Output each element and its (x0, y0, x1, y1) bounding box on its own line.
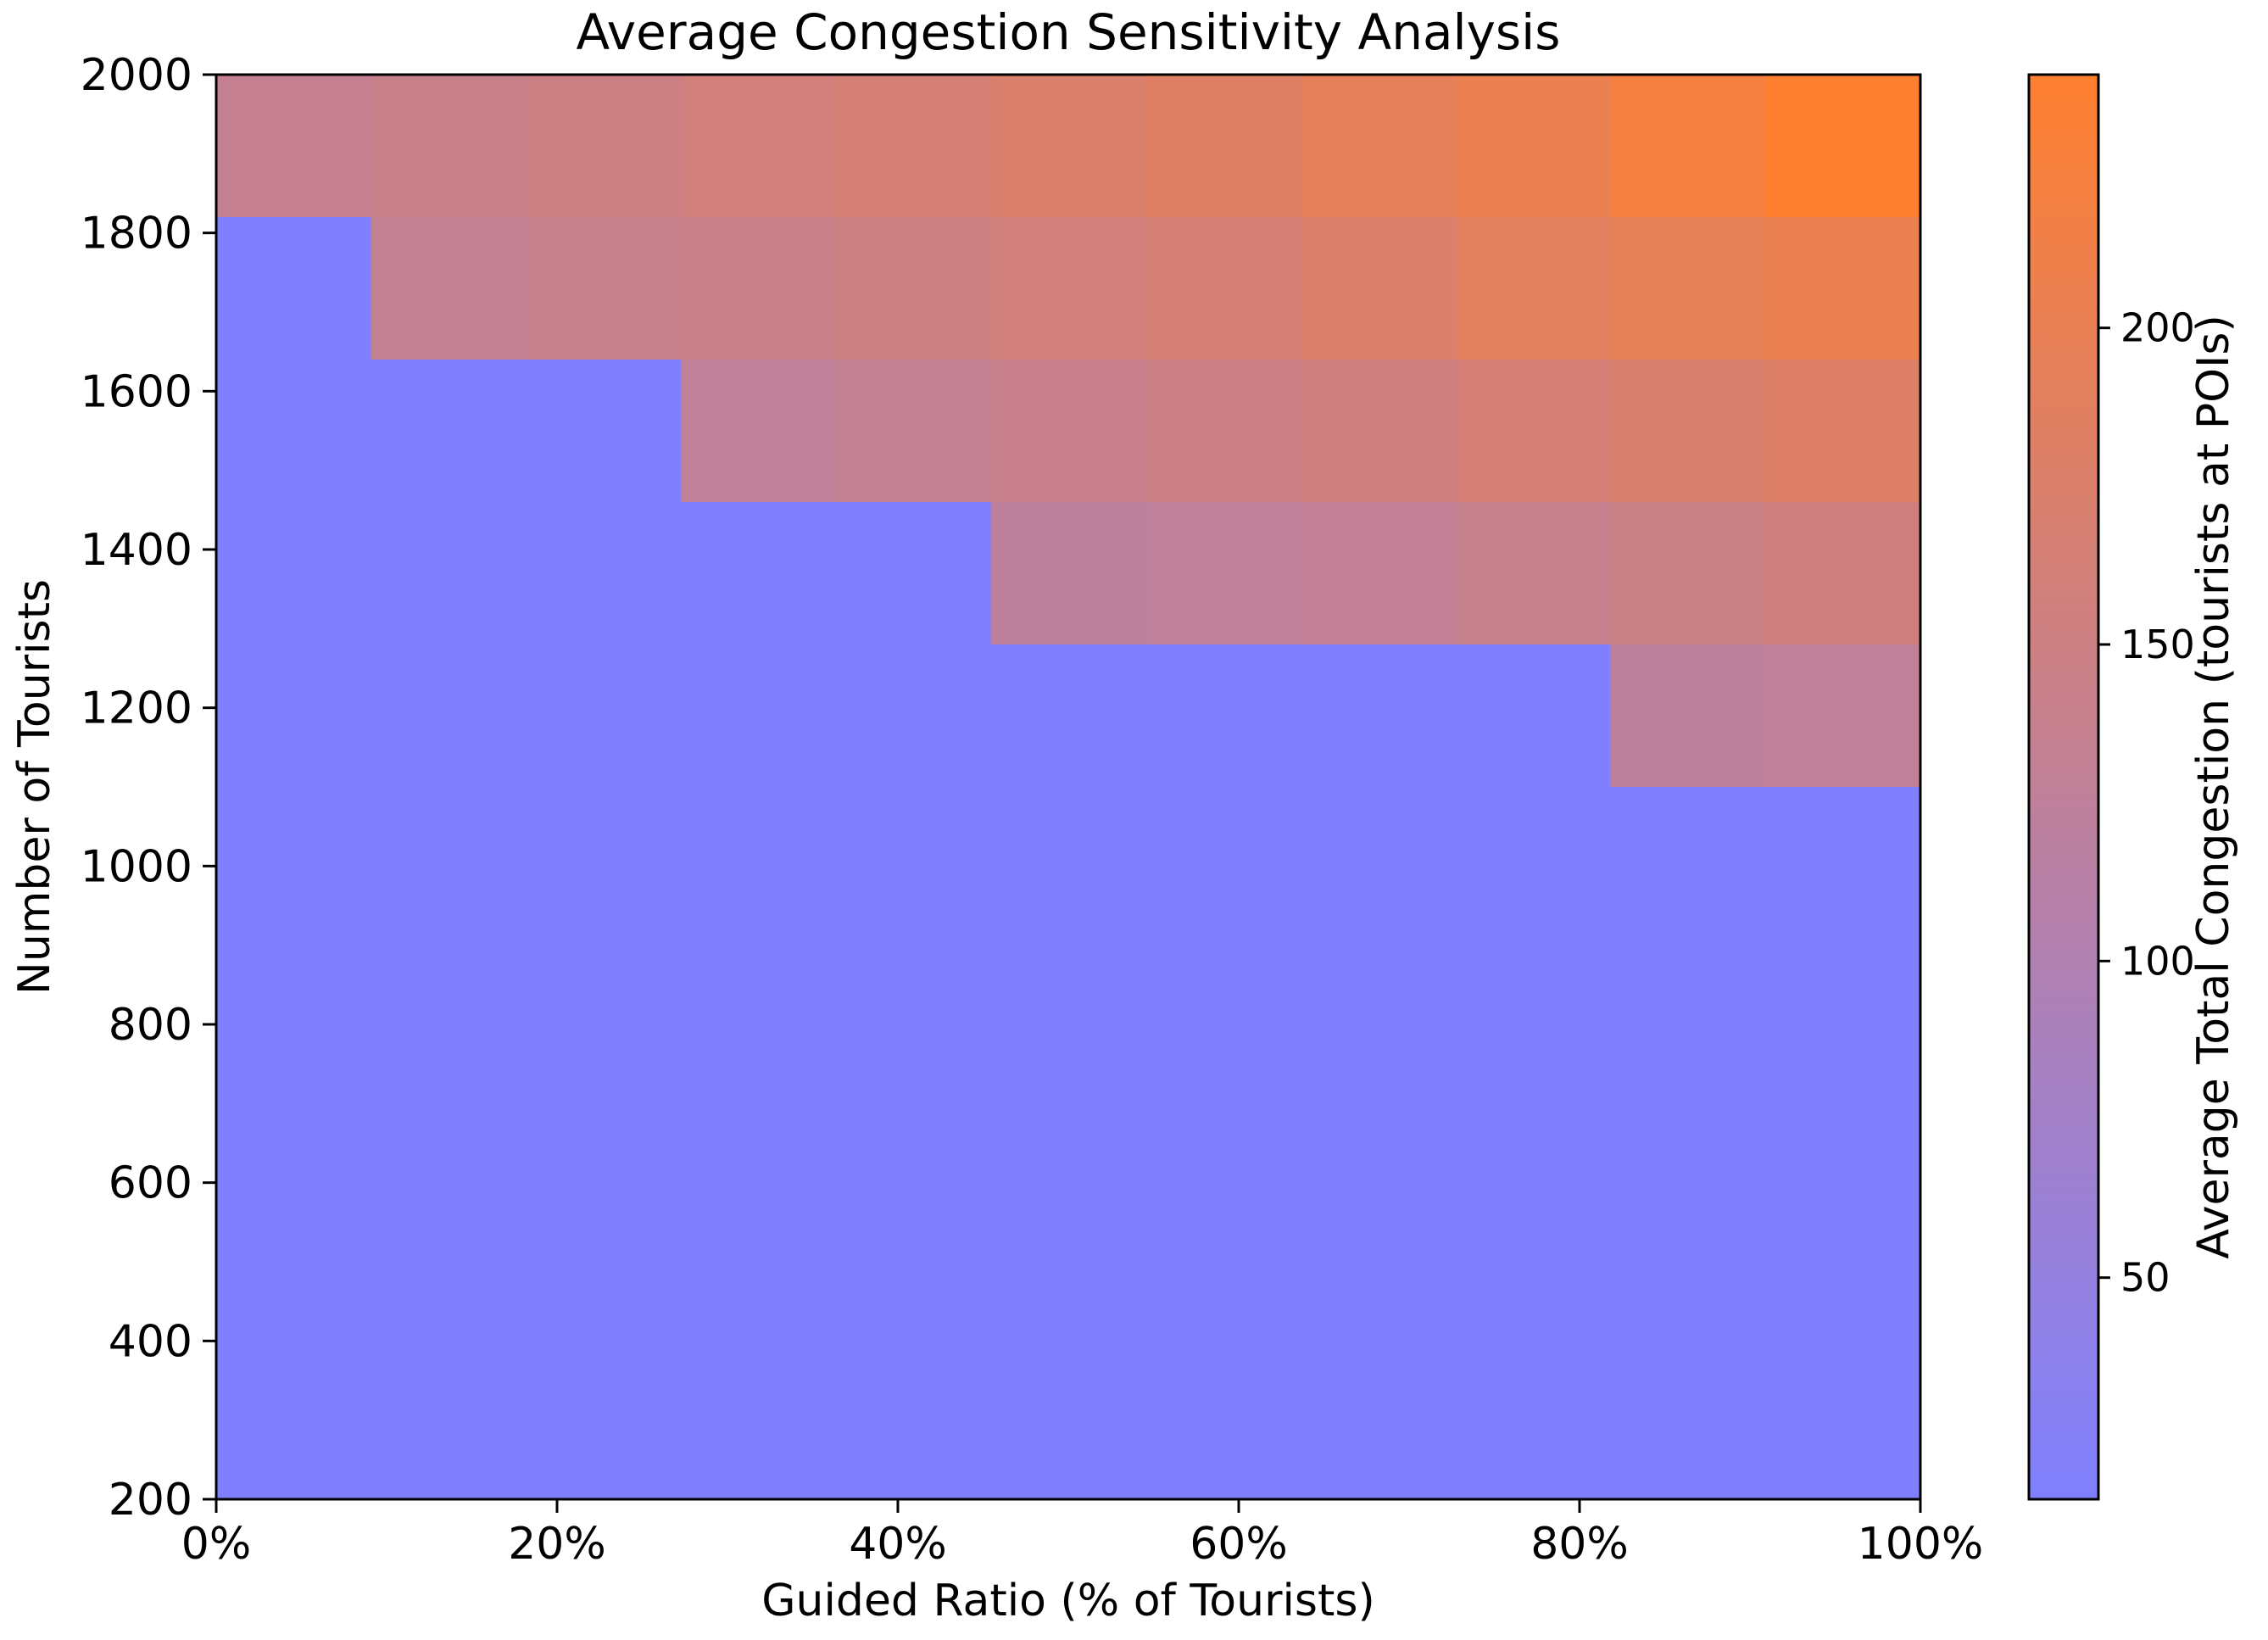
heatmap-cell (526, 502, 682, 645)
y-tick-label: 600 (109, 1158, 192, 1209)
heatmap-cell (681, 787, 837, 1500)
y-axis: 200 400 600 800 1000 1200 1400 1600 1800 2000 (81, 50, 216, 1526)
heatmap-cell (1765, 644, 1921, 788)
colorbar-tick-label: 50 (2120, 1255, 2170, 1301)
heatmap-cell (1610, 217, 1766, 360)
x-tick-label: 80% (1530, 1519, 1629, 1570)
heatmap-cell (1301, 360, 1457, 503)
heatmap-cell (371, 217, 527, 360)
heatmap-cell (681, 75, 837, 218)
heatmap-cell (835, 217, 992, 360)
heatmap-cell (1145, 787, 1301, 1500)
heatmap-cell (371, 360, 527, 503)
heatmap-cell (371, 502, 527, 645)
heatmap-cell (1301, 502, 1457, 645)
heatmap-cell (1610, 502, 1766, 645)
heatmap-cell (681, 502, 837, 645)
y-tick-label: 200 (109, 1475, 192, 1526)
heatmap-cell (1610, 787, 1766, 1500)
heatmap-cell (216, 502, 372, 645)
heatmap-cell (1765, 360, 1921, 503)
x-tick-label: 100% (1858, 1519, 1984, 1570)
heatmap-cell (216, 217, 372, 360)
colorbar-tick-label: 100 (2120, 938, 2195, 984)
heatmap-cell (216, 644, 372, 788)
heatmap-cell (1765, 217, 1921, 360)
heatmap-cell (1301, 217, 1457, 360)
x-axis: 0% 20% 40% 60% 80% 100% (181, 1499, 1984, 1570)
y-tick-label: 1200 (81, 683, 192, 734)
heatmap-cell (1301, 787, 1457, 1500)
heatmap-cell (835, 644, 992, 788)
heatmap-cell (1145, 644, 1301, 788)
heatmap-cell (1610, 644, 1766, 788)
heatmap-cell (216, 75, 372, 218)
heatmap-cell (371, 644, 527, 788)
y-tick-label: 1600 (81, 366, 192, 417)
heatmap-cell (526, 787, 682, 1500)
y-tick-label: 2000 (81, 50, 192, 101)
x-tick-label: 40% (849, 1519, 947, 1570)
heatmap-cell (1610, 360, 1766, 503)
heatmap-cell (1455, 502, 1612, 645)
colorbar-gradient (2027, 73, 2100, 1501)
heatmap-cell (526, 217, 682, 360)
colorbar-tick-label: 150 (2120, 622, 2195, 667)
heatmap-cell (1145, 502, 1301, 645)
heatmap-cell (1765, 75, 1921, 218)
heatmap-cell (216, 360, 372, 503)
x-tick-label: 0% (181, 1519, 252, 1570)
heatmap-cell (990, 787, 1147, 1500)
y-tick-label: 1000 (81, 841, 192, 892)
heatmap-cell (1455, 217, 1612, 360)
heatmap-cell (681, 360, 837, 503)
heatmap-cell (835, 502, 992, 645)
heatmap-cell (835, 75, 992, 218)
heatmap-cells (216, 75, 1921, 1500)
x-tick-label: 20% (508, 1519, 606, 1570)
heatmap-cell (1301, 644, 1457, 788)
heatmap-cell (1455, 75, 1612, 218)
y-tick-label: 1400 (81, 525, 192, 576)
colorbar-tick-label: 200 (2120, 305, 2195, 351)
heatmap-cell (1455, 787, 1612, 1500)
heatmap-cell (1145, 75, 1301, 218)
heatmap-cell (216, 787, 372, 1500)
heatmap-cell (681, 217, 837, 360)
colorbar-label: Average Total Congestion (tourists at PO… (2188, 315, 2239, 1259)
heatmap-cell (526, 360, 682, 503)
heatmap-cell (990, 75, 1147, 218)
heatmap-cell (990, 360, 1147, 503)
y-tick-label: 1800 (81, 209, 192, 259)
heatmap-cell (990, 502, 1147, 645)
heatmap-cell (1765, 787, 1921, 1500)
y-tick-label: 400 (109, 1316, 192, 1367)
heatmap-cell (526, 75, 682, 218)
heatmap-cell (1455, 360, 1612, 503)
heatmap-cell (371, 75, 527, 218)
heatmap-cell (835, 787, 992, 1500)
y-tick-label: 800 (109, 1000, 192, 1051)
heatmap-cell (1301, 75, 1457, 218)
heatmap-cell (1455, 644, 1612, 788)
heatmap-cell (1145, 360, 1301, 503)
heatmap-cell (681, 644, 837, 788)
heatmap-cell (1610, 75, 1766, 218)
y-axis-label: Number of Tourists (9, 579, 60, 995)
heatmap-cell (526, 644, 682, 788)
x-tick-label: 60% (1190, 1519, 1288, 1570)
chart-title: Average Congestion Sensitivity Analysis (577, 3, 1561, 61)
heatmap-cell (1145, 217, 1301, 360)
heatmap-cell (990, 217, 1147, 360)
heatmap-cell (1765, 502, 1921, 645)
x-axis-label: Guided Ratio (% of Tourists) (761, 1576, 1375, 1626)
colorbar-axis: 50 100 150 200 (2098, 305, 2195, 1301)
heatmap-cell (371, 787, 527, 1500)
plot-frame (215, 73, 1922, 1501)
heatmap-cell (990, 644, 1147, 788)
heatmap-cell (835, 360, 992, 503)
